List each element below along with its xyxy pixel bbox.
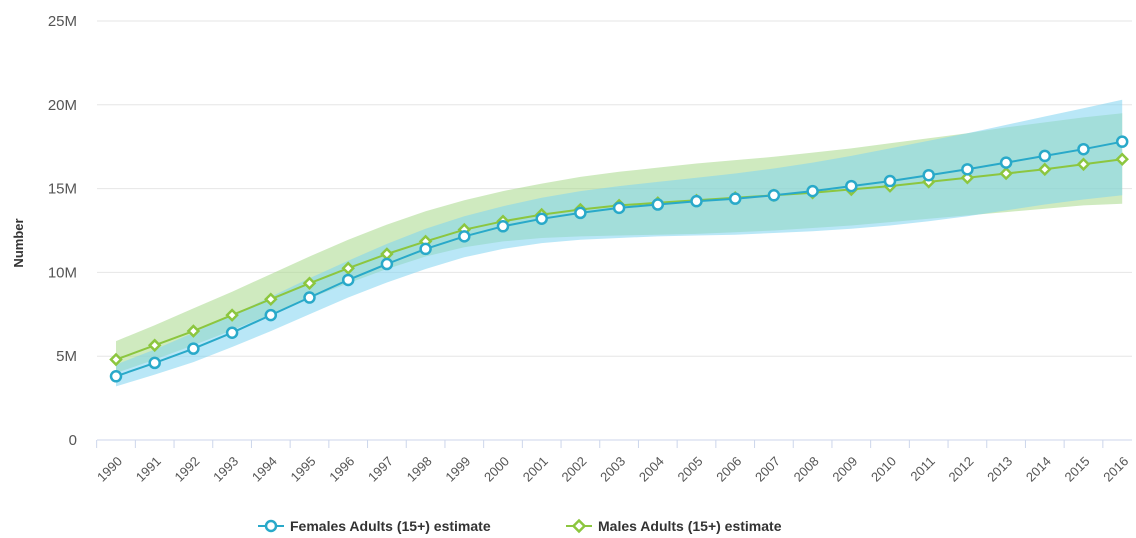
x-tick-label: 2007 xyxy=(752,454,783,485)
y-tick-label: 0 xyxy=(69,432,77,449)
data-point[interactable] xyxy=(612,201,626,215)
data-point[interactable] xyxy=(961,163,974,176)
x-tick-label: 2014 xyxy=(1023,454,1054,485)
data-point[interactable] xyxy=(419,242,432,256)
legend-label-females: Females Adults (15+) estimate xyxy=(290,518,491,534)
x-tick-label: 1996 xyxy=(326,454,357,485)
x-tick-label: 2001 xyxy=(520,454,551,485)
x-axis: 1990 1991 1992 1993 1994 1995 1996 1997 1998 1999… xyxy=(94,439,1132,485)
data-point[interactable] xyxy=(806,184,819,198)
x-tick-label: 2000 xyxy=(481,454,512,485)
x-tick-label: 2009 xyxy=(829,454,860,485)
data-point[interactable] xyxy=(1076,157,1091,172)
data-point[interactable] xyxy=(303,291,316,304)
data-point[interactable] xyxy=(109,370,123,383)
x-tick-label: 2006 xyxy=(713,454,744,485)
y-tick-label: 10M xyxy=(48,264,77,281)
x-tick-label: 2013 xyxy=(984,454,1015,485)
legend-marker-males xyxy=(571,518,587,534)
data-point[interactable] xyxy=(341,273,355,287)
confidence-bands xyxy=(116,99,1123,387)
data-point[interactable] xyxy=(1038,162,1052,177)
x-tick-label: 1997 xyxy=(365,454,396,485)
data-point[interactable] xyxy=(1038,149,1052,163)
data-point[interactable] xyxy=(109,352,123,367)
data-point[interactable] xyxy=(728,192,742,205)
series-markers xyxy=(109,135,1129,383)
data-point[interactable] xyxy=(341,261,355,275)
data-point[interactable] xyxy=(535,212,548,226)
legend: Females Adults (15+) estimate Males Adul… xyxy=(258,518,782,534)
data-point[interactable] xyxy=(651,198,665,211)
x-tick-label: 2011 xyxy=(907,454,937,484)
legend-label-males: Males Adults (15+) estimate xyxy=(598,518,782,534)
x-tick-label: 2004 xyxy=(636,454,667,485)
data-point[interactable] xyxy=(960,170,975,185)
x-tick-label: 1998 xyxy=(404,454,435,485)
legend-marker-females xyxy=(264,519,278,533)
data-point[interactable] xyxy=(883,174,897,188)
data-point[interactable] xyxy=(574,206,587,220)
data-point[interactable] xyxy=(1115,135,1129,148)
x-tick-label: 2012 xyxy=(945,454,976,485)
data-point[interactable] xyxy=(186,324,201,338)
x-tick-label: 2016 xyxy=(1100,454,1131,485)
data-point[interactable] xyxy=(225,308,239,322)
data-point[interactable] xyxy=(380,257,394,271)
x-tick-label: 2005 xyxy=(675,454,706,485)
y-tick-label: 5M xyxy=(56,348,77,365)
x-tick-label: 1999 xyxy=(442,454,473,485)
x-tick-label: 2010 xyxy=(868,454,899,485)
data-point[interactable] xyxy=(225,326,239,339)
data-point[interactable] xyxy=(690,194,703,208)
x-tick-label: 1995 xyxy=(288,454,319,485)
data-point[interactable] xyxy=(496,220,510,233)
y-tick-label: 15M xyxy=(48,181,77,198)
data-point[interactable] xyxy=(845,179,858,193)
confidence-band xyxy=(116,99,1123,387)
y-tick-label: 20M xyxy=(48,97,77,114)
data-point[interactable] xyxy=(264,292,278,306)
x-tick-label: 1991 xyxy=(133,454,164,485)
y-tick-label: 25M xyxy=(48,13,77,30)
x-tick-label: 2008 xyxy=(791,454,822,485)
data-point[interactable] xyxy=(1077,142,1090,156)
x-tick-label: 1990 xyxy=(94,454,125,485)
legend-item-males[interactable]: Males Adults (15+) estimate xyxy=(566,518,782,534)
data-point[interactable] xyxy=(922,168,935,182)
x-tick-label: 2002 xyxy=(558,454,589,485)
y-axis: 0 5M 10M 15M 20M 25M xyxy=(48,13,77,449)
data-point[interactable] xyxy=(767,189,781,202)
data-point[interactable] xyxy=(187,342,200,355)
data-point[interactable] xyxy=(148,356,161,370)
x-tick-label: 1994 xyxy=(249,454,280,485)
y-axis-title: Number xyxy=(11,218,26,267)
x-tick-label: 1992 xyxy=(171,454,202,485)
x-tick-label: 1993 xyxy=(210,454,241,485)
data-point[interactable] xyxy=(999,166,1013,181)
data-point[interactable] xyxy=(264,308,278,322)
data-point[interactable] xyxy=(302,276,317,291)
legend-item-females[interactable]: Females Adults (15+) estimate xyxy=(258,518,491,534)
x-tick-label: 2003 xyxy=(597,454,628,485)
data-point[interactable] xyxy=(999,156,1013,169)
data-point[interactable] xyxy=(458,230,471,243)
x-tick-label: 2015 xyxy=(1062,454,1093,485)
data-point[interactable] xyxy=(1115,152,1129,167)
data-point[interactable] xyxy=(147,338,162,353)
